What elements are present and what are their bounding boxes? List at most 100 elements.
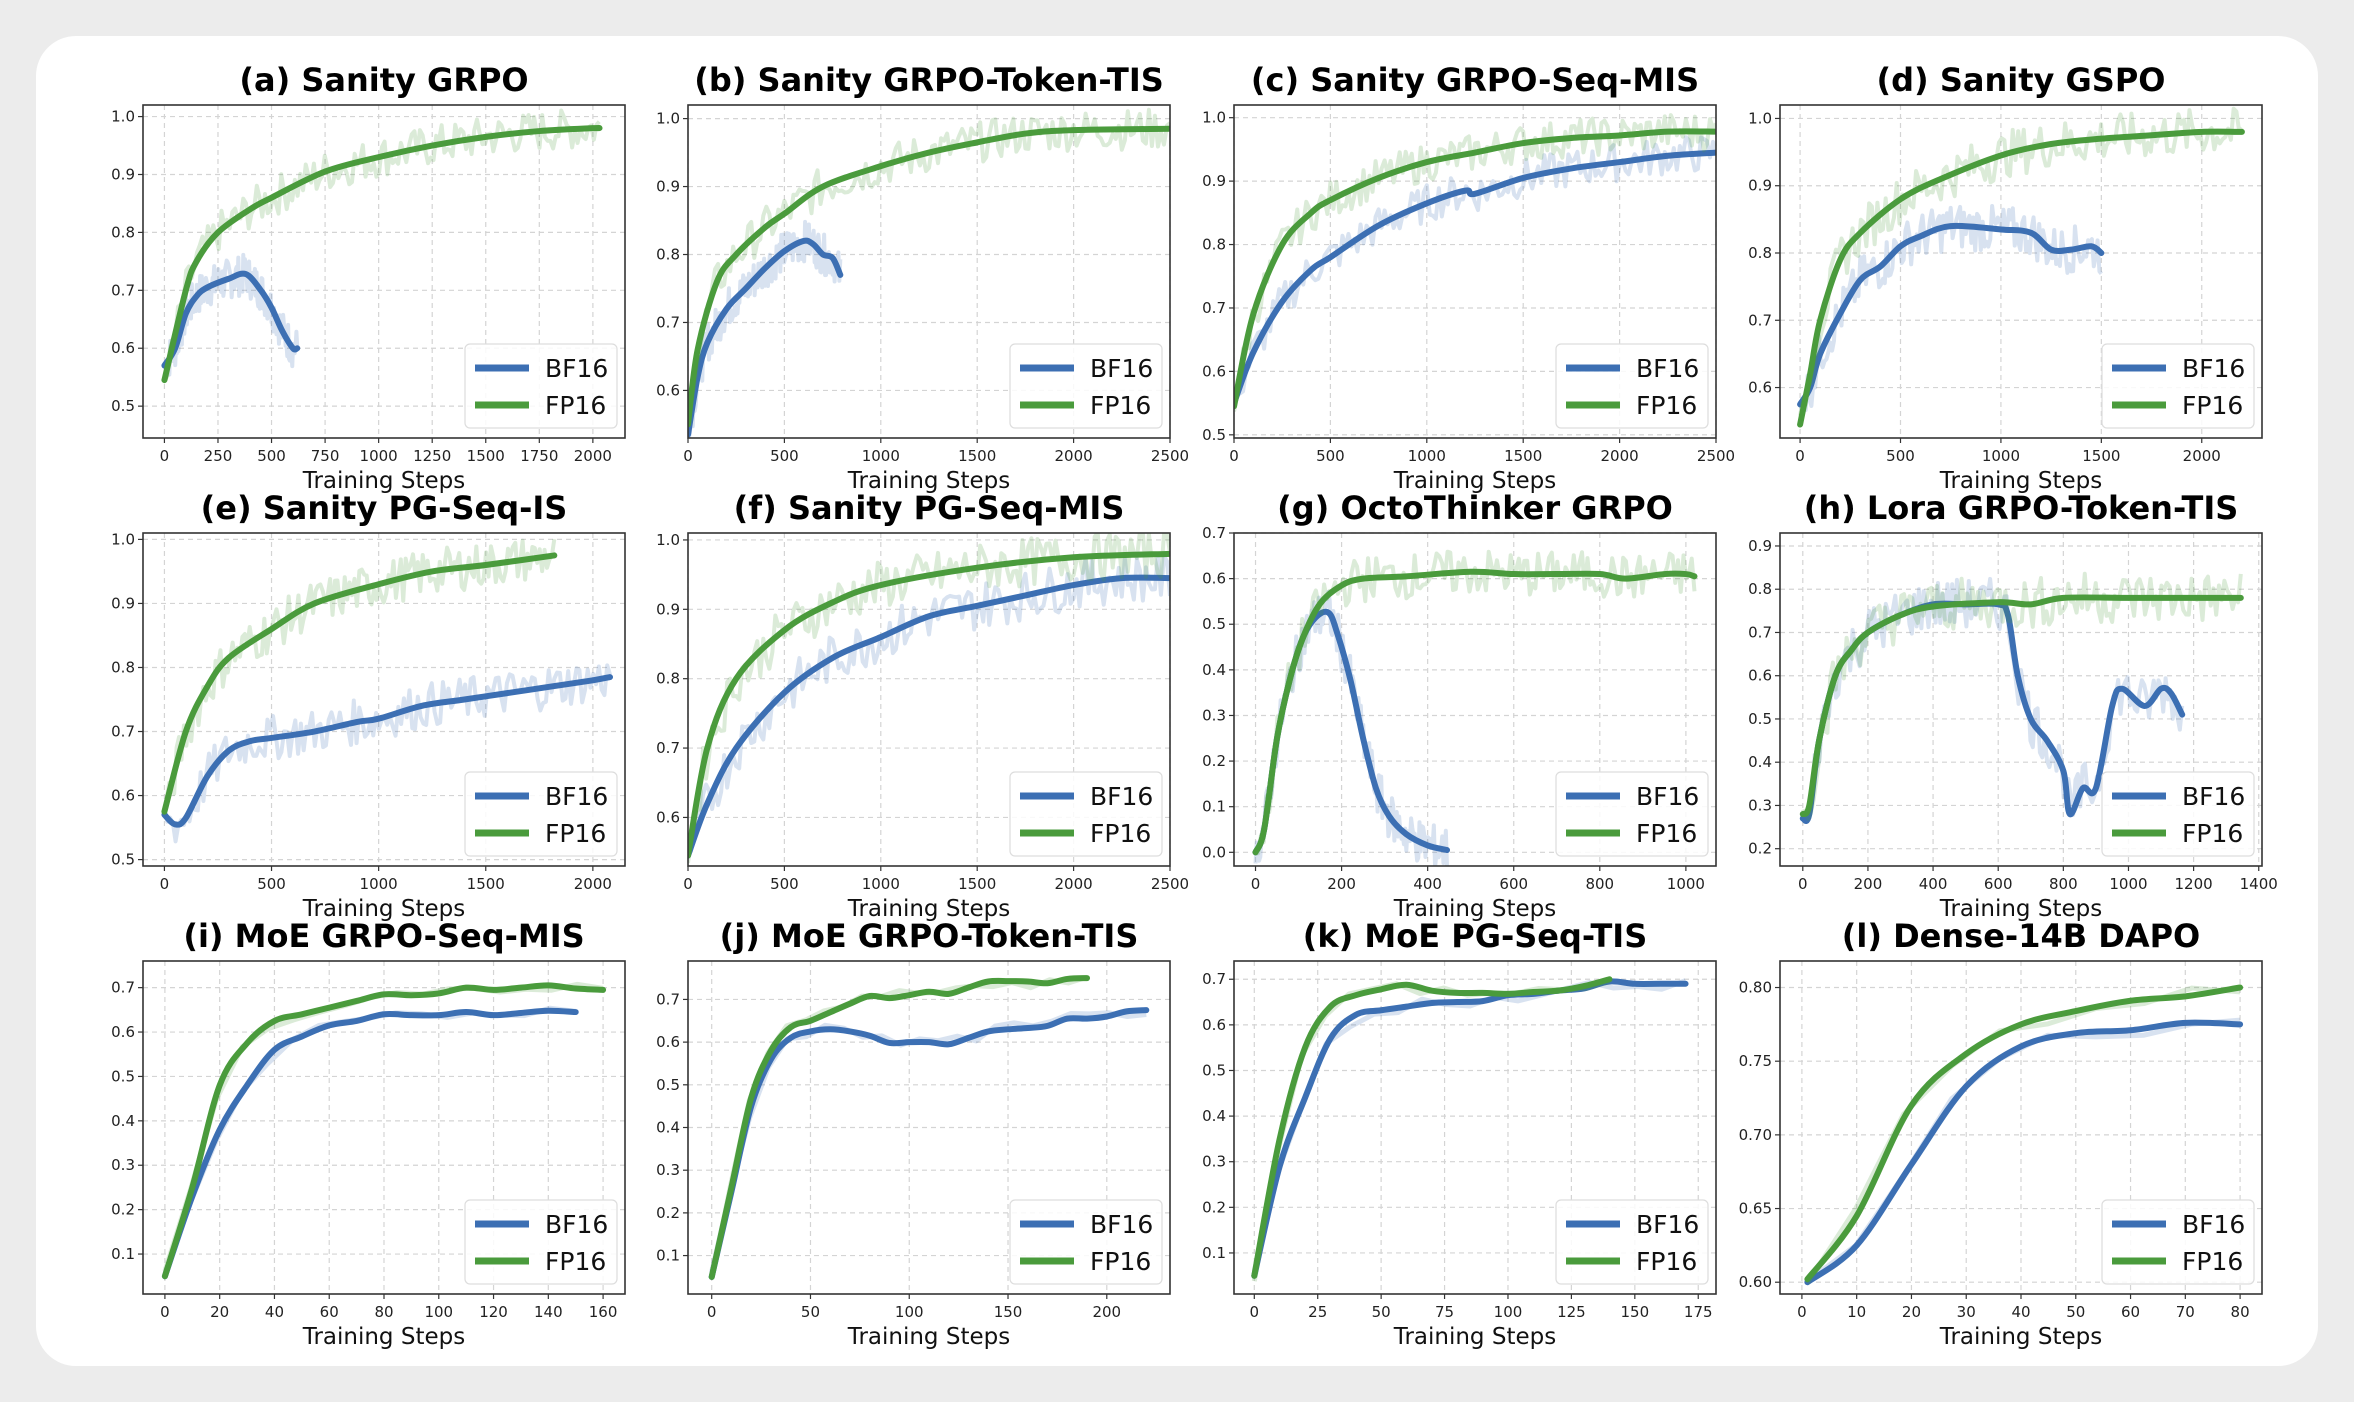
x-tick-label: 200: [1092, 1303, 1121, 1321]
legend: BF16 FP16: [464, 343, 618, 429]
y-tick-label: 0.7: [656, 990, 680, 1008]
fp16-smoothed-line: [1234, 128, 1716, 410]
x-tick-label: 100: [1494, 1303, 1523, 1321]
y-tick-label: 0.0: [1202, 843, 1226, 861]
plot-area: [1799, 571, 2244, 824]
legend-label-bf16: BF16: [1636, 1210, 1699, 1239]
x-tick-label: 500: [1316, 447, 1345, 465]
subplot-title: (c) Sanity GRPO-Seq-MIS: [1251, 61, 1699, 99]
legend-label-fp16: FP16: [1636, 391, 1697, 420]
y-tick-label: 0.9: [656, 178, 680, 196]
x-tick-label: 1000: [1408, 447, 1446, 465]
x-tick-label: 0: [683, 875, 693, 893]
y-tick-label: 0.3: [656, 1161, 680, 1179]
x-axis-label: Training Steps: [302, 1324, 465, 1350]
x-tick-label: 100: [895, 1303, 924, 1321]
x-tick-label: 175: [1684, 1303, 1713, 1321]
y-tick-label: 0.7: [1202, 299, 1226, 317]
y-tick-label: 0.80: [1739, 979, 1772, 997]
y-tick-label: 0.9: [1748, 537, 1772, 555]
legend-label-bf16: BF16: [545, 354, 608, 383]
legend-label-fp16: FP16: [1090, 1247, 1151, 1276]
fp16-smoothed-line: [708, 975, 1091, 1280]
x-tick-label: 200: [1854, 875, 1883, 893]
bf16-raw-line: [1253, 589, 1450, 866]
bf16-smoothed-line: [688, 574, 1170, 859]
y-tick-label: 0.7: [111, 723, 135, 741]
fp16-raw-line: [1800, 571, 2243, 821]
subplot-title: (d) Sanity GSPO: [1877, 61, 2166, 99]
axes-frame: [1779, 104, 2263, 439]
subplot-title: (g) OctoThinker GRPO: [1277, 489, 1673, 527]
legend-label-fp16: FP16: [1636, 1247, 1697, 1276]
x-tick-label: 500: [770, 875, 799, 893]
bf16-smoothed-line: [161, 674, 614, 828]
y-tick-label: 0.9: [1202, 172, 1226, 190]
x-axis-label: Training Steps: [1939, 896, 2102, 922]
y-tick-label: 0.7: [656, 739, 680, 757]
x-tick-label: 30: [1957, 1303, 1976, 1321]
x-tick-label: 1000: [2109, 875, 2147, 893]
y-tick-label: 0.7: [111, 979, 135, 997]
fp16-smoothed-line: [1252, 568, 1698, 856]
x-tick-label: 800: [2049, 875, 2078, 893]
axes-frame: [142, 960, 626, 1295]
x-tick-label: 400: [1413, 875, 1442, 893]
x-tick-label: 750: [311, 447, 340, 465]
plot-area: [708, 974, 1150, 1280]
fp16-smoothed-line: [161, 552, 558, 815]
x-tick-label: 1750: [520, 447, 558, 465]
y-tick-label: 0.75: [1739, 1052, 1772, 1070]
x-axis-label: Training Steps: [1393, 468, 1556, 494]
axes-frame: [1779, 960, 2263, 1295]
bf16-smoothed-line: [708, 1007, 1150, 1280]
y-tick-label: 0.7: [1202, 524, 1226, 542]
x-tick-label: 1000: [1667, 875, 1705, 893]
x-tick-label: 60: [2121, 1303, 2140, 1321]
y-tick-label: 0.65: [1739, 1200, 1772, 1218]
plot-area: [1251, 976, 1689, 1282]
x-tick-label: 25: [1308, 1303, 1327, 1321]
y-tick-label: 0.2: [1202, 1198, 1226, 1216]
subplot-title: (i) MoE GRPO-Seq-MIS: [183, 917, 584, 955]
x-tick-label: 2500: [1697, 447, 1735, 465]
y-tick-label: 0.6: [111, 1023, 135, 1041]
subplot-d: (d) Sanity GSPO 0.6 0.7 0.8 0.9 1.0 0 500 1000 15…: [1748, 61, 2263, 494]
x-tick-label: 400: [1919, 875, 1948, 893]
x-tick-label: 0: [1229, 447, 1239, 465]
bf16-smoothed-line: [1804, 1019, 2244, 1286]
x-tick-label: 600: [1499, 875, 1528, 893]
x-axis-label: Training Steps: [302, 468, 465, 494]
legend-label-bf16: BF16: [1636, 354, 1699, 383]
plot-area: [1252, 549, 1698, 866]
plot-area: [1797, 106, 2245, 428]
x-tick-label: 0: [1795, 447, 1805, 465]
legend-label-bf16: BF16: [545, 1210, 608, 1239]
bf16-smoothed-line: [1234, 149, 1716, 407]
y-tick-label: 0.1: [1202, 798, 1226, 816]
legend: BF16 FP16: [1555, 343, 1709, 429]
legend-label-bf16: BF16: [2182, 1210, 2245, 1239]
legend: BF16 FP16: [1009, 771, 1163, 857]
x-tick-label: 80: [374, 1303, 393, 1321]
x-tick-label: 2000: [1055, 447, 1093, 465]
y-tick-label: 0.6: [656, 381, 680, 399]
x-tick-label: 50: [801, 1303, 820, 1321]
x-tick-label: 80: [2231, 1303, 2250, 1321]
x-tick-label: 140: [534, 1303, 563, 1321]
figure-card: [36, 36, 2318, 1366]
x-tick-label: 1500: [467, 447, 505, 465]
axes-frame: [1233, 960, 1717, 1295]
legend: BF16 FP16: [1009, 343, 1163, 429]
x-tick-label: 0: [707, 1303, 717, 1321]
y-tick-label: 1.0: [1202, 109, 1226, 127]
x-tick-label: 50: [2066, 1303, 2085, 1321]
x-axis-label: Training Steps: [847, 468, 1010, 494]
axes-frame: [687, 960, 1171, 1295]
y-tick-label: 0.3: [1202, 1153, 1226, 1171]
x-tick-label: 0: [1251, 875, 1261, 893]
x-tick-label: 150: [994, 1303, 1023, 1321]
plot-area: [161, 538, 614, 844]
x-tick-label: 20: [1902, 1303, 1921, 1321]
subplot-title: (j) MoE GRPO-Token-TIS: [720, 917, 1139, 955]
